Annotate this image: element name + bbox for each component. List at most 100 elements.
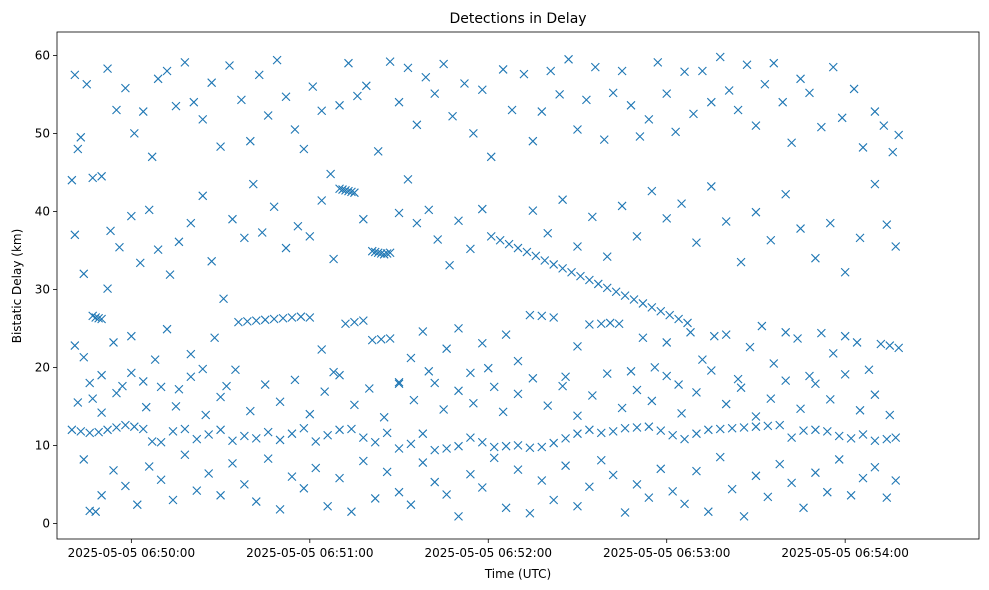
detection-point xyxy=(344,58,353,68)
detection-point xyxy=(135,258,145,268)
detection-point xyxy=(692,466,701,476)
detection-point xyxy=(269,202,279,212)
detection-point xyxy=(260,315,270,325)
detection-point xyxy=(805,371,814,381)
detection-point xyxy=(430,378,440,388)
detection-point xyxy=(347,424,356,434)
detection-point xyxy=(769,58,779,68)
detection-point xyxy=(781,376,791,386)
detection-point xyxy=(138,424,148,434)
detection-point xyxy=(409,395,419,405)
detection-point xyxy=(153,74,163,84)
detection-point xyxy=(231,365,240,375)
detection-point xyxy=(760,79,770,89)
detection-point xyxy=(620,508,630,517)
detection-point xyxy=(561,461,570,471)
detection-point xyxy=(662,214,672,223)
detection-point xyxy=(97,171,107,181)
detection-point xyxy=(73,144,83,154)
detection-point xyxy=(644,114,654,124)
detection-point xyxy=(216,142,225,152)
detection-point xyxy=(248,179,258,189)
detection-point xyxy=(656,306,666,316)
detection-point xyxy=(305,231,315,241)
detection-point xyxy=(596,428,606,438)
detection-point xyxy=(350,317,359,327)
detection-point xyxy=(370,494,380,503)
detection-point xyxy=(186,218,196,228)
detection-point xyxy=(350,188,359,198)
detection-point xyxy=(242,316,252,326)
detection-point xyxy=(430,89,440,99)
detection-point xyxy=(275,397,285,407)
detection-point xyxy=(129,129,139,138)
detection-point xyxy=(513,441,523,450)
detection-point xyxy=(317,196,327,205)
detection-point xyxy=(816,328,826,338)
detection-point xyxy=(257,228,267,237)
detection-point xyxy=(186,349,196,359)
detection-point xyxy=(290,375,300,385)
detection-point xyxy=(338,185,347,194)
detection-point xyxy=(686,327,695,337)
detection-point xyxy=(406,439,416,449)
detection-point xyxy=(79,455,89,464)
detection-point xyxy=(564,54,573,64)
detection-point xyxy=(870,179,880,189)
detection-point xyxy=(599,135,609,145)
detection-point xyxy=(647,396,657,406)
detection-point xyxy=(549,313,559,322)
detection-point xyxy=(888,147,898,157)
detection-point xyxy=(638,299,648,308)
detection-point xyxy=(207,256,217,266)
detection-point xyxy=(412,120,422,130)
detection-point xyxy=(858,430,868,439)
detection-point xyxy=(132,500,142,510)
detection-point xyxy=(373,146,383,156)
detection-point xyxy=(129,422,139,432)
detection-point xyxy=(573,501,582,511)
y-tick-label: 30 xyxy=(35,282,50,296)
detection-point xyxy=(138,377,148,386)
detection-point xyxy=(341,319,350,329)
detection-point xyxy=(121,481,130,491)
detection-point xyxy=(543,228,553,238)
y-tick-label: 20 xyxy=(35,360,50,374)
detection-point xyxy=(106,226,115,236)
detection-point xyxy=(287,472,297,481)
detection-point xyxy=(632,480,642,489)
detection-point xyxy=(287,429,297,439)
detection-point xyxy=(477,437,487,447)
detection-point xyxy=(727,423,737,433)
detection-point xyxy=(228,458,237,468)
detection-point xyxy=(543,401,553,411)
detection-point xyxy=(885,410,895,420)
detection-point xyxy=(558,381,568,391)
detection-point xyxy=(150,355,160,364)
detection-point xyxy=(715,452,725,462)
detection-point xyxy=(180,58,190,67)
chart-title: Detections in Delay xyxy=(449,11,586,27)
detection-point xyxy=(891,476,901,485)
detection-point xyxy=(454,511,463,521)
detection-point xyxy=(587,212,597,222)
detection-point xyxy=(825,394,835,404)
detection-point xyxy=(79,269,89,279)
detection-point xyxy=(576,271,585,281)
detection-point xyxy=(751,121,761,130)
detection-point xyxy=(602,283,612,293)
detection-point xyxy=(822,426,832,436)
detection-point xyxy=(186,372,196,382)
detection-point xyxy=(97,408,107,418)
detection-point xyxy=(394,208,404,218)
detection-point xyxy=(201,410,211,420)
detection-point xyxy=(171,101,181,111)
detection-point xyxy=(706,182,716,191)
detection-point xyxy=(67,175,77,185)
detection-point xyxy=(602,252,612,262)
detection-point xyxy=(653,58,663,67)
detection-point xyxy=(632,231,642,241)
detection-point xyxy=(528,136,538,146)
detection-point xyxy=(216,425,225,435)
detection-point xyxy=(278,313,288,323)
